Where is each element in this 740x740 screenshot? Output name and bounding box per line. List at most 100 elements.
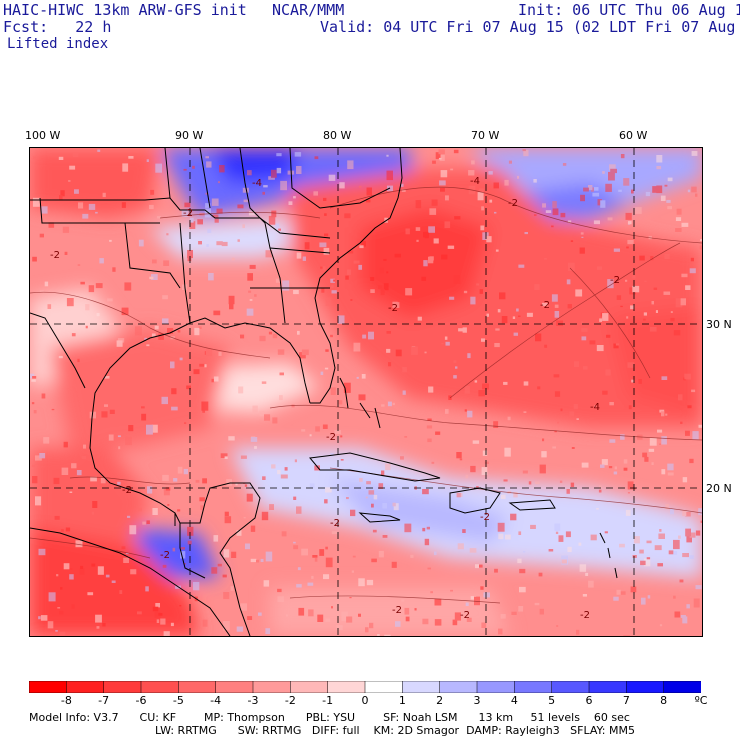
field-speckle <box>296 506 302 514</box>
field-speckle <box>217 181 220 184</box>
field-speckle <box>613 343 619 349</box>
field-speckle <box>480 225 485 231</box>
field-speckle <box>681 222 689 227</box>
field-speckle <box>69 574 74 580</box>
field-speckle <box>320 371 324 375</box>
field-speckle <box>204 208 211 218</box>
field-speckle <box>482 383 489 390</box>
field-speckle <box>632 555 637 558</box>
field-speckle <box>163 260 170 266</box>
field-speckle <box>226 479 232 486</box>
field-speckle <box>607 279 614 289</box>
field-speckle <box>560 212 566 218</box>
field-speckle <box>654 545 662 551</box>
field-speckle <box>383 258 387 261</box>
field-speckle <box>162 474 169 481</box>
field-speckle <box>435 431 441 435</box>
field-speckle <box>33 410 37 414</box>
field-speckle <box>643 312 647 316</box>
field-speckle <box>434 598 442 606</box>
contour-label: -2 <box>388 303 398 314</box>
field-speckle <box>470 465 476 473</box>
field-speckle <box>503 381 508 385</box>
contour-label: -4 <box>252 178 262 189</box>
field-speckle <box>31 379 36 382</box>
field-speckle <box>231 551 237 558</box>
field-speckle <box>383 283 389 291</box>
field-speckle <box>75 540 83 548</box>
field-speckle <box>56 574 59 577</box>
field-speckle <box>167 504 170 506</box>
field-speckle <box>627 362 635 368</box>
field-speckle <box>92 501 98 508</box>
field-speckle <box>649 326 657 332</box>
field-speckle <box>39 233 44 238</box>
field-speckle <box>184 202 191 208</box>
field-speckle <box>538 572 543 577</box>
field-speckle <box>449 296 455 300</box>
field-speckle <box>146 520 150 524</box>
field-speckle <box>646 540 652 544</box>
field-speckle <box>661 376 668 380</box>
field-speckle <box>653 287 658 290</box>
contour-label: -4 <box>470 176 480 187</box>
colorbar-tick-label: -4 <box>210 694 222 707</box>
field-speckle <box>127 515 131 518</box>
field-speckle <box>386 331 391 334</box>
field-speckle <box>570 240 574 242</box>
field-speckle <box>523 149 529 157</box>
field-speckle <box>678 394 683 401</box>
lifted-index-map: -2 -2 -2 -4 -2 -2 -2 -2 -2 -2 -2 -2 -2 -… <box>29 147 703 637</box>
field-speckle <box>421 276 427 281</box>
field-speckle <box>534 602 540 606</box>
field-speckle <box>264 414 271 421</box>
colorbar-segment <box>178 681 217 693</box>
field-speckle <box>580 194 585 202</box>
field-speckle <box>261 381 267 384</box>
field-speckle <box>298 607 305 616</box>
field-speckle <box>557 421 560 424</box>
field-speckle <box>309 434 312 437</box>
field-speckle <box>324 499 328 504</box>
colorbar-segment <box>140 681 180 693</box>
field-speckle <box>279 372 284 376</box>
field-speckle <box>206 244 209 247</box>
field-speckle <box>428 226 435 233</box>
field-speckle <box>158 613 163 616</box>
field-speckle <box>202 409 205 413</box>
field-speckle <box>558 535 564 542</box>
field-speckle <box>604 531 608 534</box>
field-speckle <box>674 611 681 618</box>
field-speckle <box>535 481 540 485</box>
field-speckle <box>308 609 314 617</box>
field-speckle <box>444 336 448 340</box>
field-speckle <box>95 211 98 214</box>
field-speckle <box>582 594 587 597</box>
field-speckle <box>231 257 235 261</box>
field-speckle <box>35 505 42 511</box>
colorbar-tick-label: 2 <box>436 694 444 707</box>
field-speckle <box>322 424 328 429</box>
field-speckle <box>605 183 612 192</box>
field-speckle <box>424 538 430 546</box>
field-speckle <box>205 203 211 208</box>
field-speckle <box>504 447 511 457</box>
field-speckle <box>371 503 374 508</box>
field-speckle <box>171 406 178 411</box>
field-speckle <box>334 430 341 435</box>
field-speckle <box>643 558 651 567</box>
field-speckle <box>311 575 314 579</box>
field-speckle <box>358 394 366 401</box>
field-speckle <box>177 466 183 474</box>
field-speckle <box>456 452 462 459</box>
field-speckle <box>554 430 557 433</box>
field-speckle <box>680 298 686 306</box>
field-speckle <box>40 615 48 621</box>
field-speckle <box>170 361 175 369</box>
colorbar-tick-label: -1 <box>322 694 334 707</box>
field-speckle <box>146 344 150 347</box>
field-speckle <box>444 221 451 229</box>
field-speckle <box>404 436 408 438</box>
field-speckle <box>268 215 276 225</box>
field-speckle <box>493 182 499 189</box>
